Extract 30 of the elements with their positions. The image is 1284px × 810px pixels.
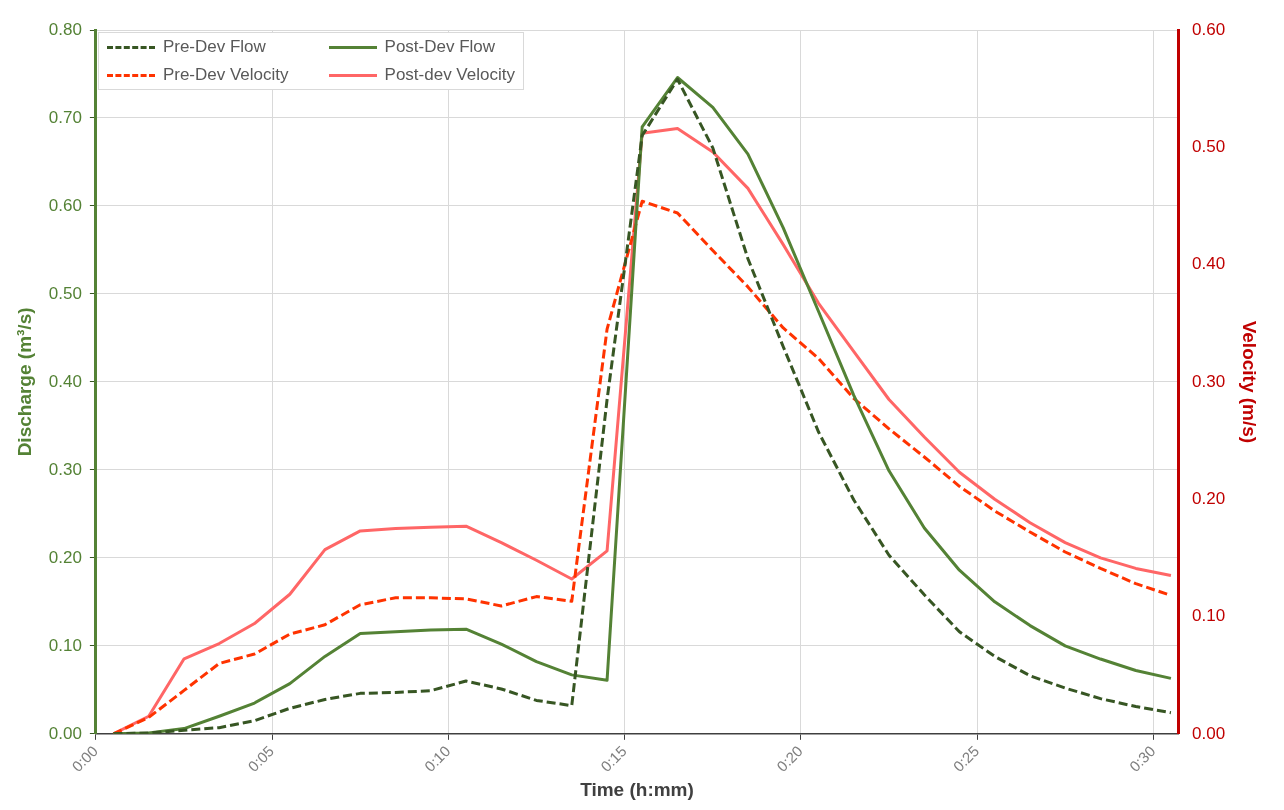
legend-label: Post-dev Velocity — [384, 65, 515, 85]
y-tick-label: 0.30 — [48, 459, 82, 479]
x-tick-label: 0:00 — [68, 742, 101, 775]
x-tick-label: 0:15 — [597, 742, 630, 775]
y2-tick-label: 0.60 — [1192, 19, 1226, 39]
x-tick-label: 0:10 — [420, 742, 454, 775]
y2-tick-label: 0.50 — [1192, 136, 1226, 156]
y2-tick-label: 0.20 — [1192, 488, 1226, 508]
y-tick-label: 0.60 — [48, 195, 82, 215]
legend-label: Pre-Dev Flow — [162, 37, 266, 57]
y2-tick-label: 0.30 — [1192, 371, 1226, 391]
y-tick-label: 0.10 — [48, 635, 82, 655]
y2-tick-label: 0.10 — [1192, 606, 1226, 626]
x-tick-label: 0:30 — [1125, 742, 1159, 775]
x-tick-label: 0:25 — [949, 742, 983, 775]
legend-label: Pre-Dev Velocity — [162, 65, 289, 85]
x-tick-label: 0:20 — [773, 742, 806, 775]
x-axis-title: Time (h:mm) — [580, 778, 694, 800]
y-tick-label: 0.20 — [48, 547, 82, 567]
y-tick-label: 0.70 — [48, 107, 82, 127]
y-tick-label: 0.80 — [48, 19, 82, 39]
y-tick-label: 0.00 — [48, 723, 82, 743]
y2-tick-label: 0.00 — [1192, 723, 1226, 743]
y-tick-label: 0.50 — [48, 283, 82, 303]
y-tick-label: 0.40 — [48, 371, 82, 391]
y2-tick-label: 0.40 — [1192, 254, 1226, 274]
y-axis-title: Discharge (m³/s) — [13, 307, 35, 457]
y2-axis-title: Velocity (m/s) — [1239, 320, 1261, 444]
x-tick-label: 0:05 — [244, 742, 278, 775]
legend-label: Post-Dev Flow — [384, 37, 496, 57]
